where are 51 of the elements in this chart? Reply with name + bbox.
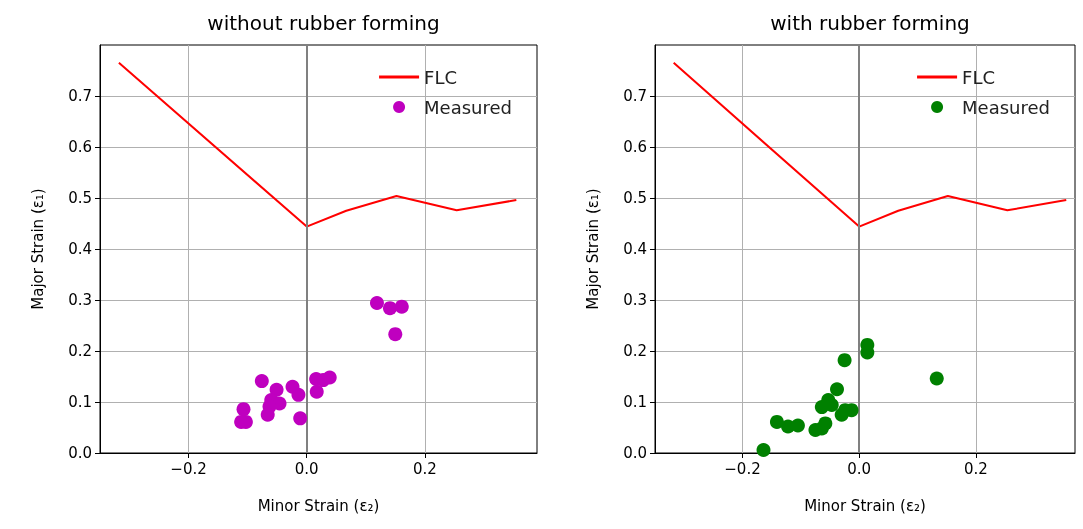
point [790, 418, 805, 433]
x-tick-label: −0.2 [170, 459, 207, 478]
point [769, 414, 784, 429]
legend-label: Measured [424, 96, 513, 118]
x-tick-label: 0.2 [963, 459, 988, 478]
y-axis-title: Major Strain (ε₁) [28, 188, 47, 310]
y-tick-label: 0.7 [623, 87, 647, 105]
point [382, 301, 397, 316]
point [254, 374, 269, 389]
point [830, 382, 844, 397]
chart-title: without rubber forming [207, 11, 440, 35]
x-tick-label: 0.0 [294, 459, 319, 478]
y-tick-label: 0.0 [68, 444, 92, 462]
point [388, 327, 403, 342]
y-tick-label: 0.5 [68, 189, 92, 207]
y-tick-label: 0.1 [623, 393, 647, 411]
point [309, 384, 324, 399]
point [929, 371, 944, 386]
point [837, 353, 852, 368]
x-axis-title: Minor Strain (ε₂) [257, 496, 380, 515]
y-tick-label: 0.2 [68, 342, 92, 360]
y-tick-label: 0.7 [68, 87, 92, 105]
point [260, 407, 275, 422]
y-tick-label: 0.1 [68, 393, 92, 411]
x-tick-label: −0.2 [724, 459, 761, 478]
y-axis-title: Major Strain (ε₁) [583, 188, 602, 310]
point [291, 387, 306, 402]
y-tick-label: 0.2 [623, 342, 647, 360]
y-tick-label: 0.3 [623, 291, 647, 309]
legend-label: Measured [962, 96, 1051, 118]
y-tick-label: 0.6 [68, 138, 92, 156]
legend-label: FLC [962, 66, 996, 88]
y-tick-label: 0.3 [68, 291, 92, 309]
legend-label: FLC [424, 66, 458, 88]
point [369, 296, 384, 311]
y-tick-label: 0.6 [623, 138, 647, 156]
y-tick-label: 0.5 [623, 189, 647, 207]
x-axis-title: Minor Strain (ε₂) [804, 496, 926, 515]
line-series [672, 61, 1068, 228]
y-tick-label: 0.0 [623, 444, 647, 462]
y-tick-label: 0.4 [68, 240, 92, 258]
x-tick-label: 0.2 [412, 459, 437, 478]
point [293, 411, 308, 426]
line-series [117, 61, 518, 228]
y-tick-label: 0.4 [623, 240, 647, 258]
point [236, 402, 251, 417]
chart-title: with rubber forming [770, 11, 970, 35]
point [814, 421, 829, 436]
x-tick-label: 0.0 [847, 459, 872, 478]
point [756, 442, 771, 457]
point [394, 299, 409, 314]
